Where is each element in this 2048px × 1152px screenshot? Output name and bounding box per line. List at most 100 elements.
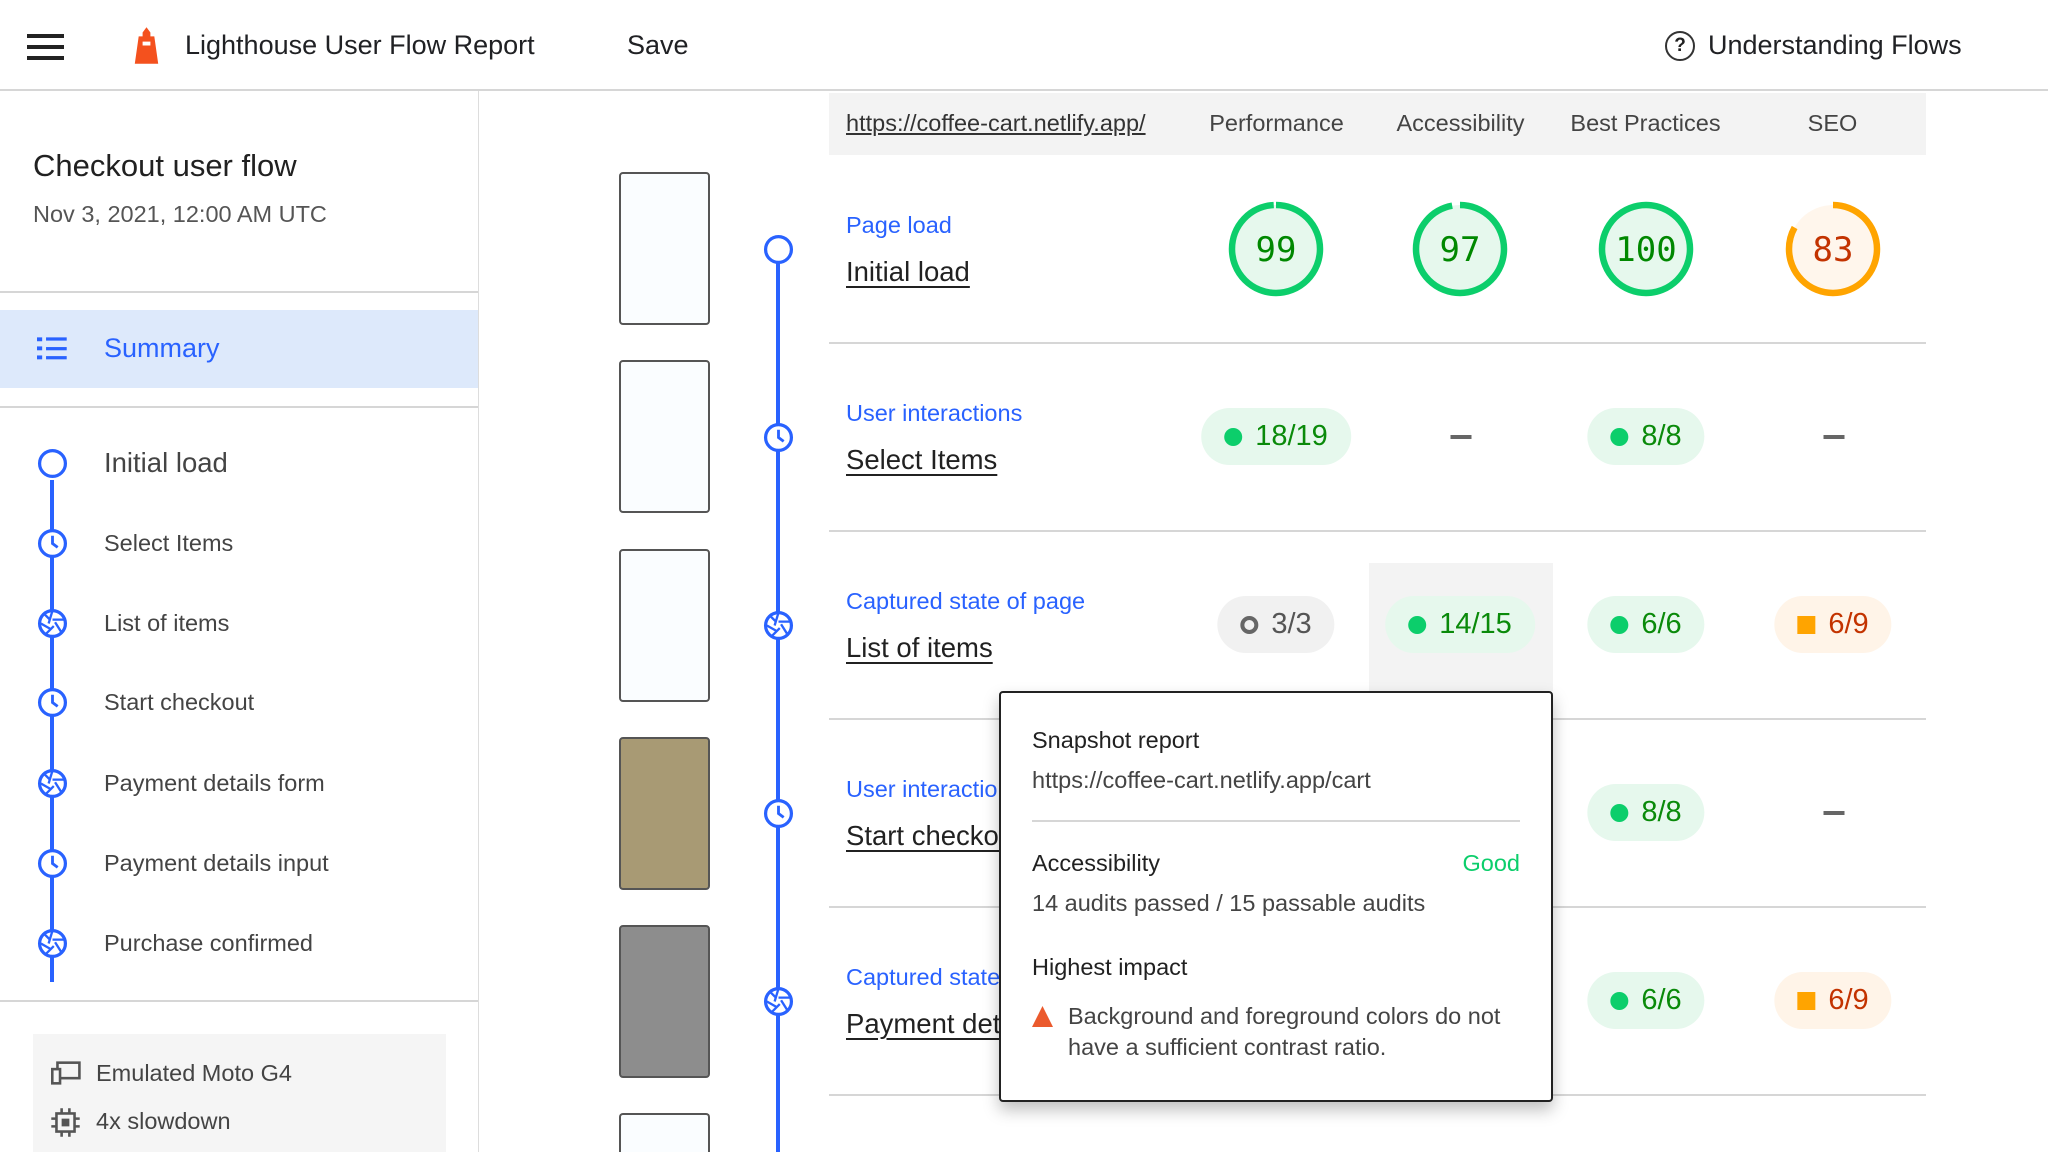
summary-label: Summary [104,333,220,363]
not-applicable-dash [1823,811,1845,815]
menu-icon[interactable] [27,34,64,60]
column-performance: Performance [1209,110,1344,136]
score-fraction: 8/8 [1641,420,1682,452]
step-type-label: Page load [846,212,952,238]
sidebar-step-label: Select Items [104,530,234,556]
column-best-practices: Best Practices [1570,110,1721,136]
score-pill[interactable]: 6/9 [1774,972,1892,1029]
score-gauge[interactable]: 83 [1782,198,1884,300]
step-name-link[interactable]: Select Items [846,444,998,475]
step-name-link[interactable]: Start checkout [846,820,1022,851]
score-pill[interactable]: 6/6 [1587,596,1705,653]
score-pill[interactable]: 8/8 [1587,408,1705,465]
sidebar-timeline-line [50,480,54,982]
pass-indicator-icon [1408,615,1427,634]
sidebar: Checkout user flow Nov 3, 2021, 12:00 AM… [0,91,479,1152]
snapshot-icon [37,768,68,799]
step-screenshot[interactable] [619,737,710,890]
lighthouse-logo-icon [134,27,159,64]
score-value: 100 [1615,230,1676,270]
pass-indicator-icon [1610,803,1629,822]
navigation-icon [763,234,794,265]
device-icon [51,1061,81,1085]
column-accessibility: Accessibility [1396,110,1525,136]
timespan-icon [763,422,794,453]
step-screenshot[interactable] [619,1113,710,1152]
sidebar-step-label: Initial load [104,447,228,478]
step-screenshot[interactable] [619,549,710,702]
tooltip-impact-title: Highest impact [1032,954,1188,980]
snapshot-tooltip: Snapshot report https://coffee-cart.netl… [999,691,1553,1102]
flow-date: Nov 3, 2021, 12:00 AM UTC [33,201,327,227]
timespan-icon [763,798,794,829]
table-header: https://coffee-cart.netlify.app/ [829,93,1926,155]
snapshot-icon [37,928,68,959]
score-fraction: 6/9 [1828,608,1869,640]
score-pill[interactable]: 6/6 [1587,972,1705,1029]
timeline-line [776,249,780,1152]
step-name-link[interactable]: Initial load [846,256,970,287]
score-fraction: 6/6 [1641,984,1682,1016]
fail-triangle-icon [1032,1006,1053,1027]
snapshot-icon [763,610,794,641]
sidebar-step-label: Purchase confirmed [104,930,313,956]
tooltip-audits: 14 audits passed / 15 passable audits [1032,890,1426,916]
timespan-icon [37,528,68,559]
app-title: Lighthouse User Flow Report [185,30,535,60]
step-name-link[interactable]: List of items [846,632,993,663]
score-fraction: 14/15 [1439,608,1512,640]
understanding-flows-link[interactable]: Understanding Flows [1708,30,1962,60]
score-fraction: 6/9 [1828,984,1869,1016]
avg-indicator-icon [1797,991,1816,1010]
step-type-label: User interactions [846,776,1023,802]
pass-indicator-icon [1610,615,1629,634]
score-pill[interactable]: 14/15 [1385,596,1535,653]
score-value: 99 [1256,230,1297,270]
cpu-icon [51,1108,80,1137]
step-screenshot[interactable] [619,172,710,325]
score-value: 97 [1440,230,1481,270]
score-pill[interactable]: 6/9 [1774,596,1892,653]
score-pill[interactable]: 8/8 [1587,784,1705,841]
score-fraction: 3/3 [1271,608,1312,640]
tooltip-rating: Good [1462,850,1521,876]
step-type-label: User interactions [846,400,1023,426]
pass-indicator-icon [1224,427,1243,446]
na-indicator-icon [1240,615,1259,634]
score-gauge[interactable]: 100 [1595,198,1697,300]
score-fraction: 8/8 [1641,796,1682,828]
sidebar-step-label: Payment details form [104,770,325,796]
score-fraction: 18/19 [1255,420,1328,452]
snapshot-icon [37,608,68,639]
navigation-icon [37,448,68,479]
save-button[interactable]: Save [627,30,689,60]
pass-indicator-icon [1610,991,1629,1010]
snapshot-icon [763,986,794,1017]
tooltip-url: https://coffee-cart.netlify.app/cart [1032,767,1371,793]
score-gauge[interactable]: 97 [1409,198,1511,300]
url-link[interactable]: https://coffee-cart.netlify.app/ [846,110,1146,136]
sidebar-step-label: List of items [104,610,230,636]
pass-indicator-icon [1610,427,1629,446]
score-fraction: 6/6 [1641,608,1682,640]
flow-title: Checkout user flow [33,148,297,183]
column-seo: SEO [1807,110,1858,136]
tooltip-title: Snapshot report [1032,727,1200,753]
throttling-setting: 4x slowdown [96,1108,231,1134]
tooltip-divider [1032,820,1520,822]
score-pill[interactable]: 18/19 [1201,408,1351,465]
step-screenshot[interactable] [619,360,710,513]
help-icon[interactable]: ? [1665,31,1695,61]
avg-indicator-icon [1797,615,1816,634]
sidebar-step-label: Start checkout [104,689,255,715]
score-gauge[interactable]: 99 [1225,198,1327,300]
settings-box: Emulated Moto G4 4x slowdown [33,1034,446,1152]
not-applicable-dash [1823,435,1845,439]
sidebar-item-summary[interactable]: Summary [0,310,478,388]
timespan-icon [37,687,68,718]
device-setting: Emulated Moto G4 [96,1060,292,1086]
step-screenshot[interactable] [619,925,710,1078]
score-pill[interactable]: 3/3 [1217,596,1335,653]
timespan-icon [37,848,68,879]
step-type-label: Captured state of page [846,588,1086,614]
